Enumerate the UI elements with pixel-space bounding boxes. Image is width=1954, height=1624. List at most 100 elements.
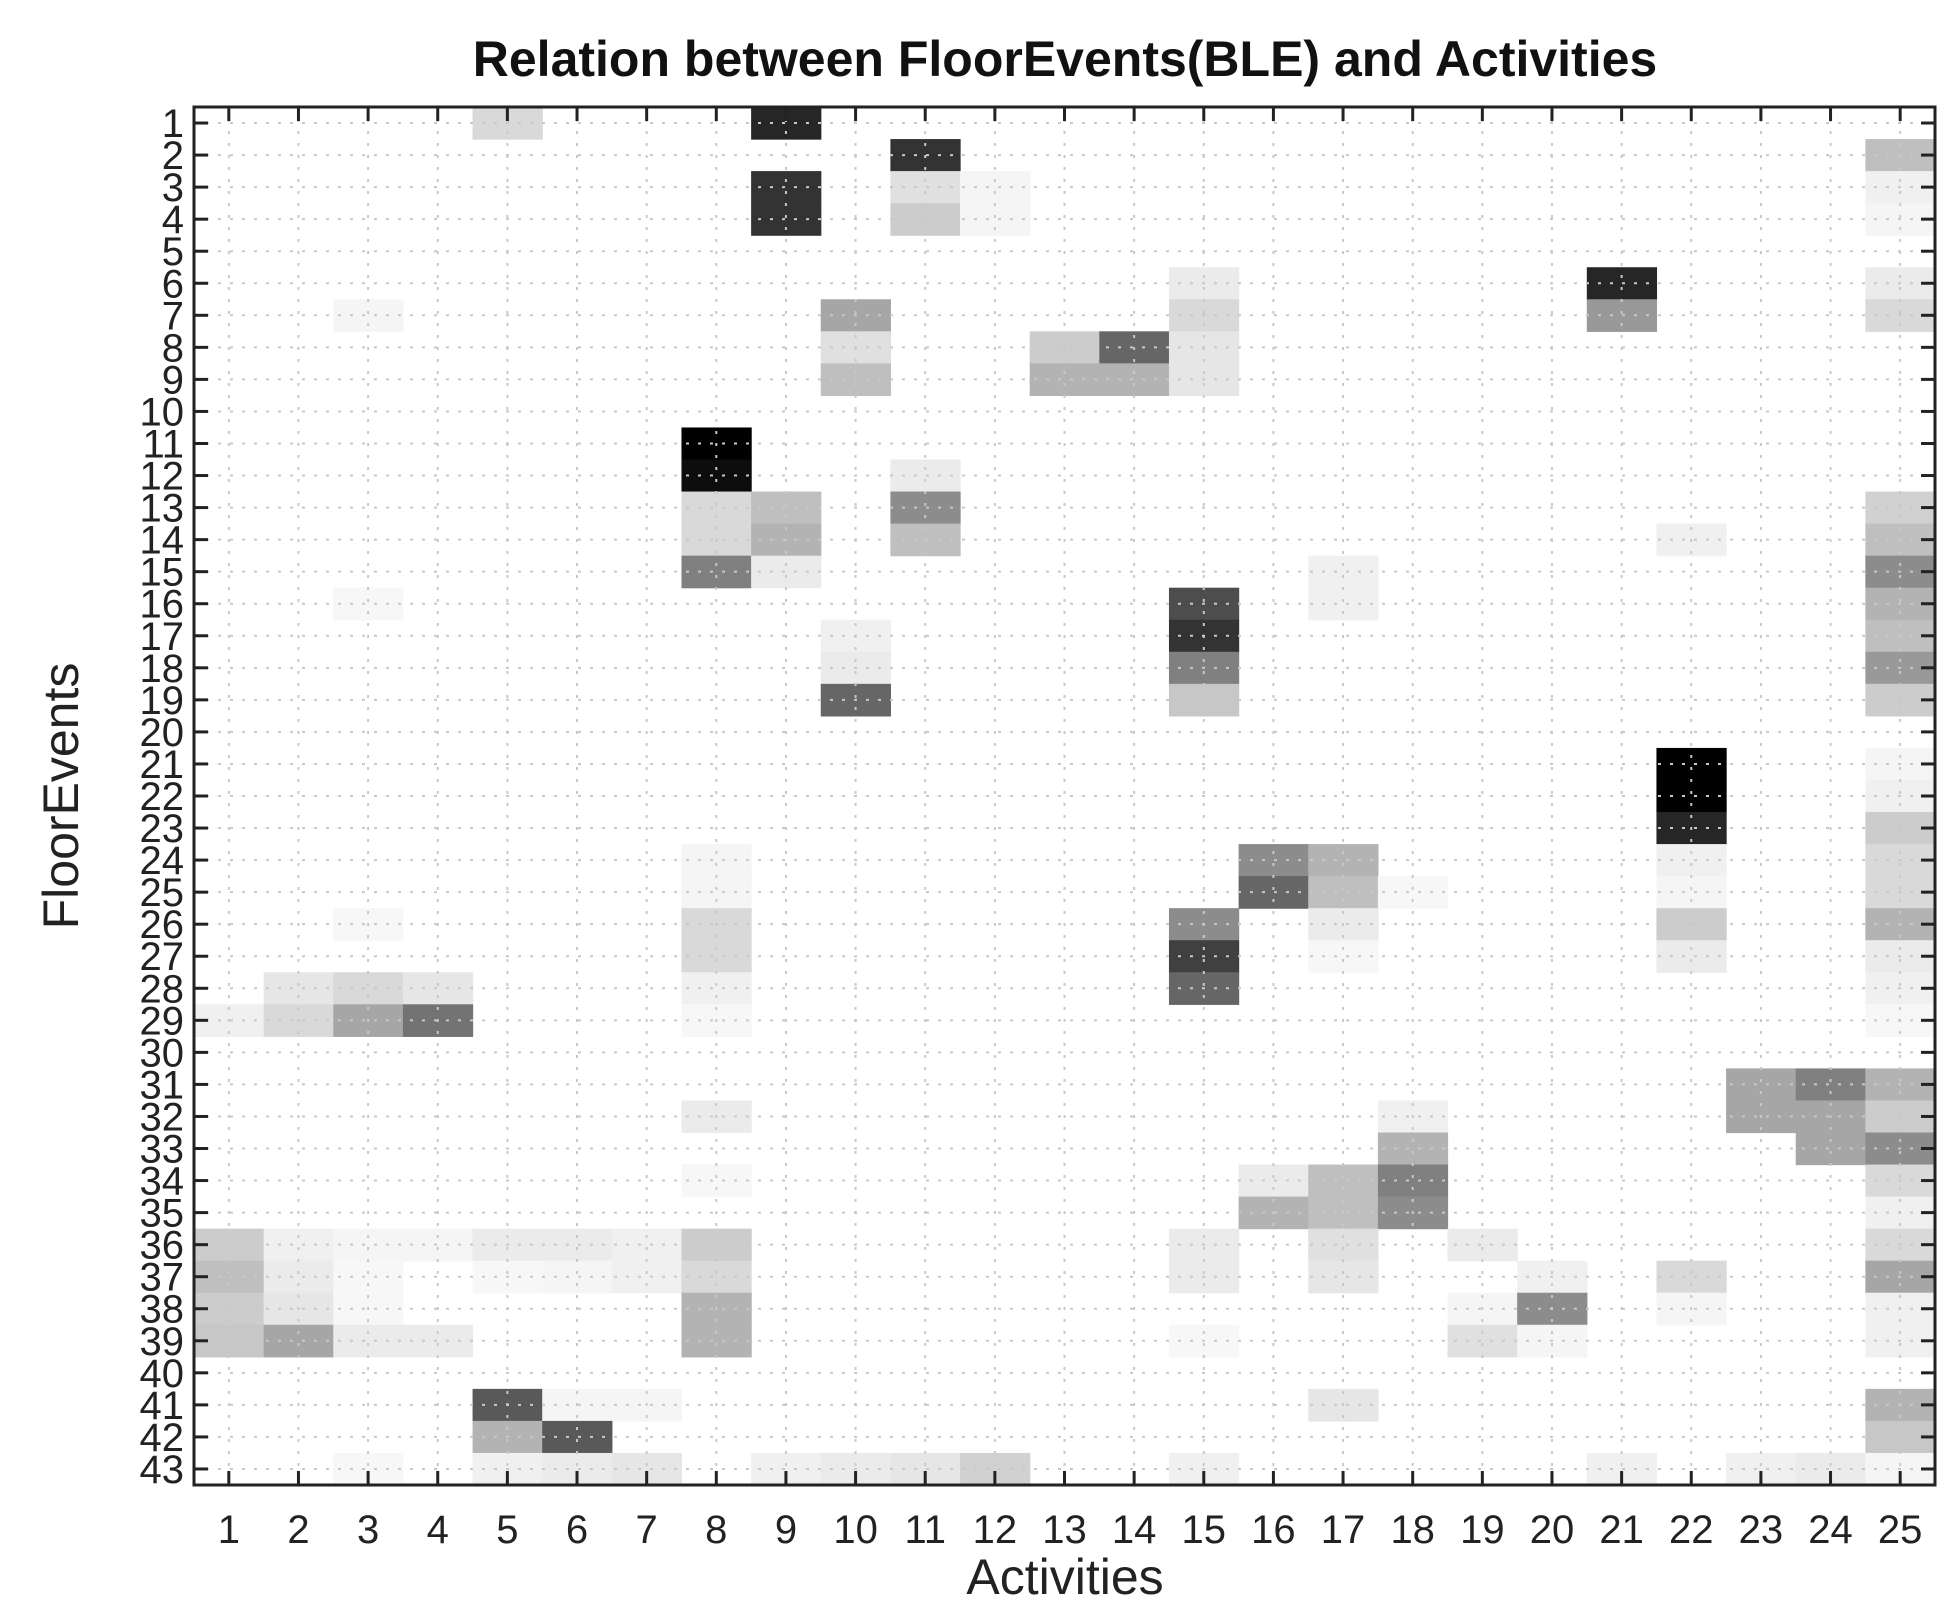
y-tick-label-2: 2 (162, 134, 184, 178)
heatmap-cell-r16-c3 (333, 587, 404, 621)
y-tick-label-22: 22 (140, 775, 185, 819)
heatmap-cell-r4-c9 (751, 203, 822, 236)
x-tick-label-7: 7 (636, 1508, 658, 1552)
heatmap-cell-r37-c6 (542, 1260, 613, 1294)
heatmap-cell-r28-c3 (333, 972, 404, 1005)
heatmap-cell-r24-c8 (681, 844, 752, 877)
y-tick-label-15: 15 (140, 551, 185, 595)
x-tick-label-10: 10 (833, 1508, 878, 1552)
y-tick-labels: 1234567891011121314151617181920212223242… (140, 102, 185, 1492)
y-tick-label-16: 16 (140, 583, 185, 627)
heatmap-cell-r42-c6 (542, 1420, 613, 1454)
heatmap-cell-r25-c22 (1656, 876, 1727, 909)
x-tick-label-12: 12 (973, 1508, 1018, 1552)
y-tick-label-13: 13 (140, 487, 185, 531)
axis-ticks (194, 107, 1935, 1485)
x-tick-label-20: 20 (1530, 1508, 1575, 1552)
y-tick-label-23: 23 (140, 807, 185, 851)
y-tick-label-3: 3 (162, 166, 184, 210)
y-tick-label-39: 39 (140, 1320, 185, 1364)
heatmap-cell-r25-c17 (1308, 876, 1379, 909)
y-tick-label-32: 32 (140, 1095, 185, 1139)
heatmap-cell-r27-c22 (1656, 940, 1727, 973)
y-tick-label-40: 40 (140, 1352, 185, 1396)
y-tick-label-1: 1 (162, 102, 184, 146)
heatmap-cell-r3-c12 (960, 171, 1031, 204)
heatmap-cell-r25-c8 (681, 876, 752, 909)
x-tick-label-11: 11 (904, 1508, 946, 1552)
heatmap-cell-r12-c8 (681, 459, 752, 493)
y-tick-label-12: 12 (140, 455, 185, 499)
heatmap-cell-r37-c3 (333, 1260, 404, 1294)
heatmap-cell-r7-c3 (333, 299, 404, 332)
x-tick-label-13: 13 (1042, 1508, 1087, 1552)
heatmap-cell-r36-c2 (263, 1228, 334, 1262)
heatmap-cell-r36-c3 (333, 1228, 404, 1262)
heatmap-cell-r39-c4 (402, 1324, 474, 1358)
heatmap-cell-r9-c14 (1099, 363, 1170, 397)
heatmap-cell-r25-c18 (1377, 876, 1449, 909)
heatmap-cell-r31-c23 (1726, 1068, 1797, 1102)
y-tick-label-20: 20 (140, 711, 185, 755)
heatmap-cell-r34-c18 (1377, 1164, 1449, 1198)
x-tick-label-24: 24 (1808, 1508, 1853, 1552)
heatmap-cell-r4-c12 (960, 203, 1031, 236)
heatmap-cell-r33-c18 (1377, 1132, 1449, 1166)
x-tick-label-1: 1 (218, 1508, 240, 1552)
y-tick-label-41: 41 (140, 1384, 185, 1428)
x-tick-label-16: 16 (1251, 1508, 1296, 1552)
x-tick-label-14: 14 (1112, 1508, 1157, 1552)
heatmap-cell-r37-c8 (681, 1260, 752, 1294)
y-tick-label-37: 37 (140, 1256, 185, 1300)
heatmap-cell-r16-c17 (1308, 587, 1379, 621)
y-tick-label-25: 25 (140, 871, 185, 915)
x-tick-label-17: 17 (1321, 1508, 1366, 1552)
heatmap-cell-r21-c22 (1656, 747, 1727, 781)
heatmap-cell-r36-c6 (542, 1228, 613, 1262)
y-tick-label-4: 4 (162, 198, 184, 242)
heatmap-cell-r13-c8 (681, 491, 752, 525)
y-tick-label-5: 5 (162, 230, 184, 274)
heatmap-cell-r3-c9 (751, 171, 822, 204)
y-tick-label-38: 38 (140, 1288, 185, 1332)
x-tick-labels: 1 2 3 4 5 6 7 8 9 10 11 12 13 14 15 16 17 18 19 20 21 22 23 24 2… (218, 1508, 1923, 1552)
x-tick-label-8: 8 (705, 1508, 727, 1552)
y-tick-label-26: 26 (140, 903, 185, 947)
x-tick-label-23: 23 (1739, 1508, 1784, 1552)
x-tick-label-5: 5 (496, 1508, 518, 1552)
x-tick-label-21: 21 (1599, 1508, 1644, 1552)
y-tick-label-34: 34 (140, 1160, 185, 1204)
heatmap-cell-r27-c17 (1308, 940, 1379, 973)
y-tick-label-11: 11 (142, 422, 184, 466)
y-tick-label-36: 36 (140, 1224, 185, 1268)
heatmap-cell-r39-c3 (333, 1324, 404, 1358)
x-tick-label-19: 19 (1460, 1508, 1505, 1552)
heatmap-cell-r28-c4 (402, 972, 474, 1005)
heatmap-cell-r34-c17 (1308, 1164, 1379, 1198)
x-tick-label-3: 3 (357, 1508, 379, 1552)
heatmap-cell-r28-c2 (263, 972, 334, 1005)
heatmap-cell-r27-c8 (681, 940, 752, 973)
y-tick-label-30: 30 (140, 1031, 185, 1075)
heatmap-cell-r33-c24 (1795, 1132, 1866, 1166)
y-tick-label-43: 43 (140, 1448, 185, 1492)
heatmap-cell-r37-c2 (263, 1260, 334, 1294)
heatmap-cell-r36-c17 (1308, 1228, 1379, 1262)
y-tick-label-8: 8 (162, 326, 184, 370)
y-tick-label-18: 18 (140, 647, 185, 691)
heatmap-cell-r36-c7 (611, 1228, 683, 1262)
heatmap-cell-r28-c8 (681, 972, 752, 1005)
y-tick-label-27: 27 (140, 935, 185, 979)
heatmap-cell-r39-c2 (263, 1324, 334, 1358)
y-tick-label-28: 28 (140, 967, 185, 1011)
y-tick-label-21: 21 (140, 743, 185, 787)
heatmap-cell-r13-c9 (751, 491, 822, 525)
heatmap-cell-r24-c22 (1656, 844, 1727, 877)
heatmap-cell-r31-c24 (1795, 1068, 1866, 1102)
x-tick-label-4: 4 (427, 1508, 449, 1552)
heatmap-cell-r37-c22 (1656, 1260, 1727, 1294)
y-tick-label-33: 33 (140, 1128, 185, 1172)
x-tick-label-6: 6 (566, 1508, 588, 1552)
x-axis-label: Activities (966, 1549, 1163, 1605)
